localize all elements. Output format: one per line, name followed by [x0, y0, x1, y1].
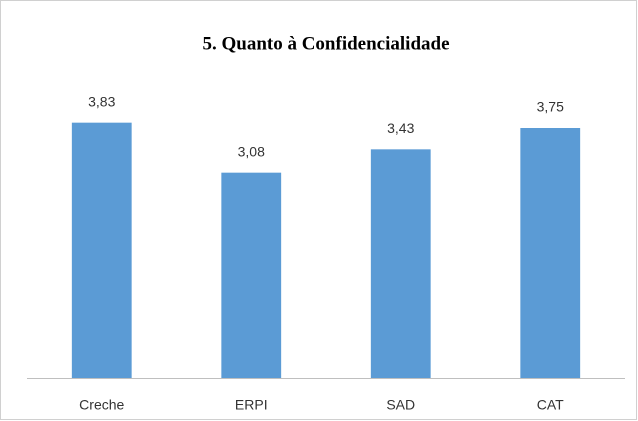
- data-label: 3,75: [537, 99, 564, 115]
- data-label: 3,08: [238, 143, 265, 159]
- data-label: 3,83: [88, 93, 115, 109]
- x-tick-label: CAT: [537, 397, 564, 413]
- data-label: 3,43: [387, 120, 414, 136]
- x-tick-label: Creche: [79, 397, 124, 413]
- x-tick-label: ERPI: [235, 397, 268, 413]
- x-tick-label: SAD: [386, 397, 415, 413]
- bar: [370, 149, 431, 378]
- chart-title: 5. Quanto à Confidencialidade: [202, 33, 449, 54]
- bar: [520, 128, 581, 378]
- bar: [71, 122, 132, 379]
- bar: [221, 172, 282, 378]
